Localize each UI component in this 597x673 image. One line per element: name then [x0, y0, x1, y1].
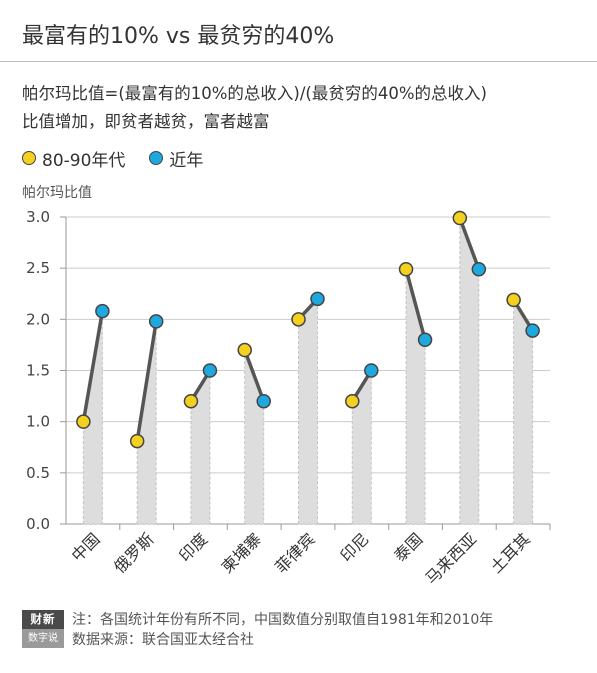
point-early	[129, 433, 145, 449]
y-axis-title: 帕尔玛比值	[22, 185, 92, 201]
area-shade	[351, 368, 372, 525]
series-line	[81, 310, 105, 422]
point-early	[183, 393, 199, 409]
y-tick-label: 1.0	[26, 413, 50, 431]
title-bar: 最富有的10% vs 最贫穷的40%	[0, 0, 597, 62]
footnote: 注：各国统计年份有所不同，中国数值分别取值自1981年和2010年	[72, 612, 494, 628]
subtitle-explanation: 比值增加，即贫者越贫，富者越富	[22, 112, 270, 131]
y-tick-label: 3.0	[26, 208, 50, 226]
chart-title: 最富有的10% vs 最贫穷的40%	[22, 24, 335, 49]
legend-item-early: 80-90年代	[22, 146, 125, 171]
area-shade	[190, 368, 211, 525]
legend-label-early: 80-90年代	[42, 150, 126, 171]
point-recent	[310, 291, 325, 307]
point-recent	[95, 303, 110, 319]
point-recent	[202, 363, 218, 378]
point-recent	[525, 323, 540, 338]
series-line	[135, 321, 158, 442]
point-early	[76, 414, 91, 429]
notes: 注：各国统计年份有所不同，中国数值分别取值自1981年和2010年 数据来源：联…	[72, 610, 493, 650]
legend-dot-early-icon	[22, 151, 36, 165]
x-tick-label: 泰国	[390, 529, 426, 565]
x-tick-label: 菲律宾	[271, 529, 318, 576]
area-shade	[136, 321, 157, 525]
area-shade	[244, 349, 265, 525]
x-tick-label: 中国	[68, 529, 104, 565]
series-line	[404, 268, 427, 341]
point-early	[452, 210, 468, 226]
caixin-logo: 财新 数字说	[22, 610, 64, 648]
y-tick-label: 0.5	[26, 464, 50, 482]
x-tick-label: 土耳其	[487, 529, 534, 576]
point-early	[398, 261, 414, 277]
legend-dot-recent-icon	[149, 151, 164, 165]
data-source: 数据来源：联合国亚太经合社	[72, 632, 254, 648]
point-recent	[256, 393, 271, 409]
x-tick-label: 马来西亚	[421, 529, 480, 588]
point-recent	[417, 332, 433, 348]
footer: 财新 数字说 注：各国统计年份有所不同，中国数值分别取值自1981年和2010年…	[22, 610, 493, 650]
series-line	[458, 217, 481, 270]
point-early	[237, 342, 252, 358]
y-tick-label: 0.0	[26, 515, 50, 533]
subtitle-formula: 帕尔玛比值=(最富有的10%的总收入)/(最贫穷的40%的总收入)	[22, 84, 487, 103]
point-recent	[148, 314, 164, 329]
point-early	[506, 292, 521, 308]
point-recent	[364, 363, 379, 378]
legend-item-recent: 近年	[149, 146, 203, 171]
legend: 80-90年代 近年	[22, 146, 227, 171]
x-tick-label: 俄罗斯	[110, 529, 157, 576]
area-shade	[298, 297, 318, 525]
y-tick-label: 1.5	[26, 362, 50, 380]
series-line	[243, 349, 266, 402]
x-tick-label: 印度	[175, 529, 211, 565]
palma-ratio-chart: 帕尔玛比值 0.0 0.5 1.0 1.5 2.0 2.5 3.0 中国 俄罗斯 印度 柬埔寨 菲律宾印…	[22, 185, 551, 588]
point-early	[345, 393, 360, 409]
x-tick-label: 印尼	[337, 529, 373, 565]
logo-bottom-text: 数字说	[22, 629, 64, 648]
x-tick-label: 柬埔寨	[218, 529, 265, 576]
area-shade	[82, 311, 103, 525]
y-tick-label: 2.5	[26, 259, 50, 277]
logo-top-text: 财新	[22, 610, 64, 629]
point-early	[291, 312, 306, 327]
point-recent	[471, 261, 487, 277]
y-tick-label: 2.0	[26, 310, 50, 328]
legend-label-recent: 近年	[169, 150, 204, 171]
